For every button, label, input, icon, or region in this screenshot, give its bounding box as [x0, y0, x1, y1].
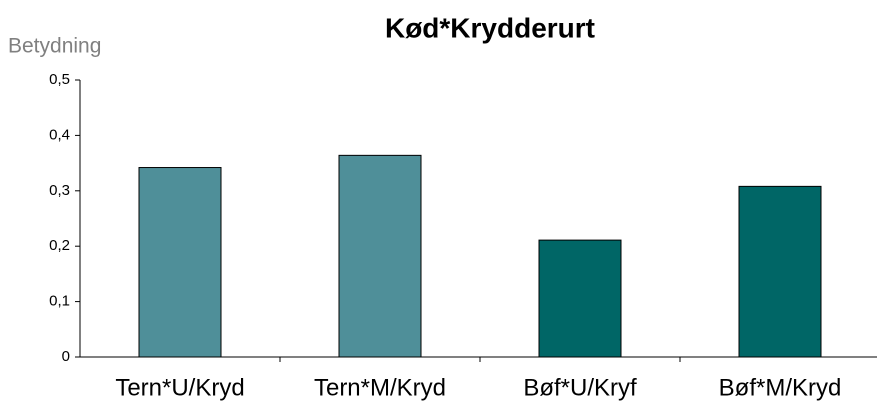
bar — [138, 167, 222, 358]
bar — [538, 239, 622, 358]
bar — [738, 185, 822, 358]
y-tick-label: 0 — [62, 348, 70, 365]
chart-title: Kød*Krydderurt — [385, 12, 595, 43]
y-tick-label: 0,1 — [49, 293, 70, 310]
x-tick-label: Bøf*M/Kryd — [719, 374, 842, 401]
y-tick-label: 0,3 — [49, 182, 70, 199]
x-tick-label: Tern*U/Kryd — [115, 374, 244, 401]
y-axis-label: Betydning — [8, 35, 101, 58]
x-tick-label: Tern*M/Kryd — [314, 374, 446, 401]
y-tick-label: 0,5 — [49, 71, 70, 88]
y-tick-label: 0,4 — [49, 126, 70, 143]
y-tick-label: 0,2 — [49, 237, 70, 254]
bar — [338, 154, 422, 358]
x-tick-label: Bøf*U/Kryf — [523, 374, 637, 401]
